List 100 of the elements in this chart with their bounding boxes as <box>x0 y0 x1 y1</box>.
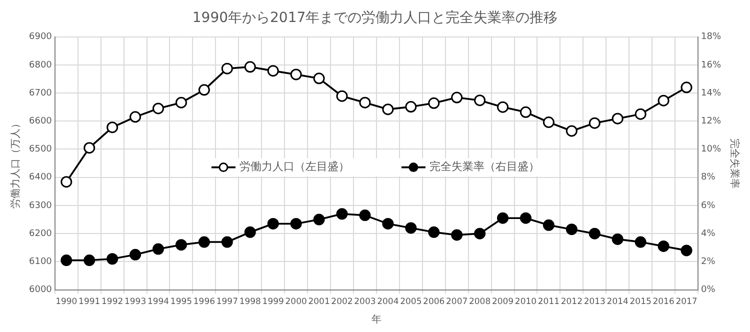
x-tick-label: 2003 <box>354 297 376 308</box>
point <box>634 236 646 248</box>
point <box>130 111 142 123</box>
y2-tick-label: 2% <box>700 257 716 268</box>
x-tick-label: 2012 <box>560 297 582 308</box>
point <box>451 92 463 104</box>
y2-tick-label: 16% <box>700 60 722 70</box>
point <box>290 68 302 80</box>
y2-tick-label: 18% <box>700 32 722 42</box>
point <box>497 101 509 113</box>
x-tick-label: 2000 <box>285 297 307 308</box>
x-tick-label: 2010 <box>514 297 537 308</box>
x-tick-label: 2009 <box>492 297 514 308</box>
x-tick-label: 1991 <box>78 297 100 308</box>
x-tick-label: 1994 <box>147 297 170 308</box>
point <box>106 122 118 134</box>
point <box>221 236 233 248</box>
point <box>428 97 440 109</box>
x-axis-title: 年 <box>371 314 382 326</box>
point <box>336 90 348 102</box>
point <box>267 65 279 77</box>
point <box>313 72 325 84</box>
y-axis-title: 労働力人口（万人） <box>10 118 22 208</box>
point <box>520 212 532 224</box>
y-tick-label: 6300 <box>29 200 52 211</box>
point <box>658 94 670 106</box>
y2-tick-label: 6% <box>700 200 716 211</box>
point <box>313 214 325 226</box>
point <box>405 222 417 234</box>
point <box>198 84 210 96</box>
point <box>244 61 256 73</box>
point <box>474 94 486 106</box>
point <box>84 254 96 266</box>
point <box>428 226 440 238</box>
x-tick-label: 1992 <box>102 297 124 308</box>
point <box>60 254 72 266</box>
point <box>359 210 371 222</box>
x-tick-label: 1993 <box>124 297 146 308</box>
point <box>198 236 210 248</box>
point <box>60 176 72 188</box>
point <box>566 224 578 236</box>
point <box>267 218 279 230</box>
y-tick-label: 6000 <box>29 285 52 296</box>
point <box>84 142 96 154</box>
y-tick-label: 6500 <box>29 144 52 155</box>
y2-tick-label: 0% <box>700 285 716 296</box>
x-tick-label: 2014 <box>606 297 628 308</box>
point <box>634 108 646 120</box>
y2-tick-label: 4% <box>700 228 716 239</box>
y-tick-label: 6900 <box>29 32 52 42</box>
x-tick-label: 2004 <box>377 297 399 308</box>
point <box>520 106 532 118</box>
x-tick-label: 2011 <box>538 297 560 308</box>
point <box>451 229 463 241</box>
x-tick-label: 2008 <box>468 297 491 308</box>
point <box>130 248 142 260</box>
point <box>244 226 256 238</box>
point <box>658 240 670 252</box>
point <box>474 228 486 240</box>
point <box>152 243 164 255</box>
y2-tick-label: 10% <box>700 144 722 155</box>
point <box>359 96 371 108</box>
point <box>542 219 554 231</box>
point <box>106 253 118 265</box>
y2-tick-label: 14% <box>700 88 722 98</box>
x-tick-label: 2017 <box>676 297 698 308</box>
x-tick-label: 2013 <box>584 297 606 308</box>
y-tick-label: 6200 <box>29 228 52 239</box>
point <box>542 116 554 128</box>
x-tick-label: 1997 <box>216 297 238 308</box>
x-tick-label: 1995 <box>170 297 192 308</box>
legend-label: 完全失業率（右目盛） <box>429 160 540 174</box>
point <box>588 117 600 129</box>
point <box>612 112 624 124</box>
chart-title: 1990年から2017年までの労働力人口と完全失業率の推移 <box>192 10 558 26</box>
point <box>588 228 600 240</box>
x-tick-label: 2002 <box>331 297 353 308</box>
y2-tick-label: 8% <box>700 172 716 183</box>
y-tick-label: 6700 <box>29 88 52 98</box>
y2-tick-label: 12% <box>700 116 722 126</box>
x-tick-label: 1990 <box>56 297 78 308</box>
y-tick-label: 6100 <box>29 257 52 268</box>
point <box>175 96 187 108</box>
x-tick-label: 2006 <box>423 297 445 308</box>
legend-label: 労働力人口（左目盛） <box>239 160 350 174</box>
y-tick-label: 6800 <box>29 60 52 70</box>
x-tick-label: 1996 <box>193 297 216 308</box>
point <box>497 212 509 224</box>
y-tick-label: 6400 <box>29 172 52 183</box>
point <box>612 233 624 245</box>
point <box>336 208 348 220</box>
x-tick-label: 2015 <box>630 297 652 308</box>
point <box>405 101 417 113</box>
point <box>175 239 187 251</box>
point <box>680 82 692 94</box>
point <box>566 125 578 137</box>
y2-axis-title: 完全失業率 <box>728 138 740 188</box>
x-tick-label: 1998 <box>239 297 261 308</box>
x-tick-label: 1999 <box>262 297 284 308</box>
point <box>290 218 302 230</box>
